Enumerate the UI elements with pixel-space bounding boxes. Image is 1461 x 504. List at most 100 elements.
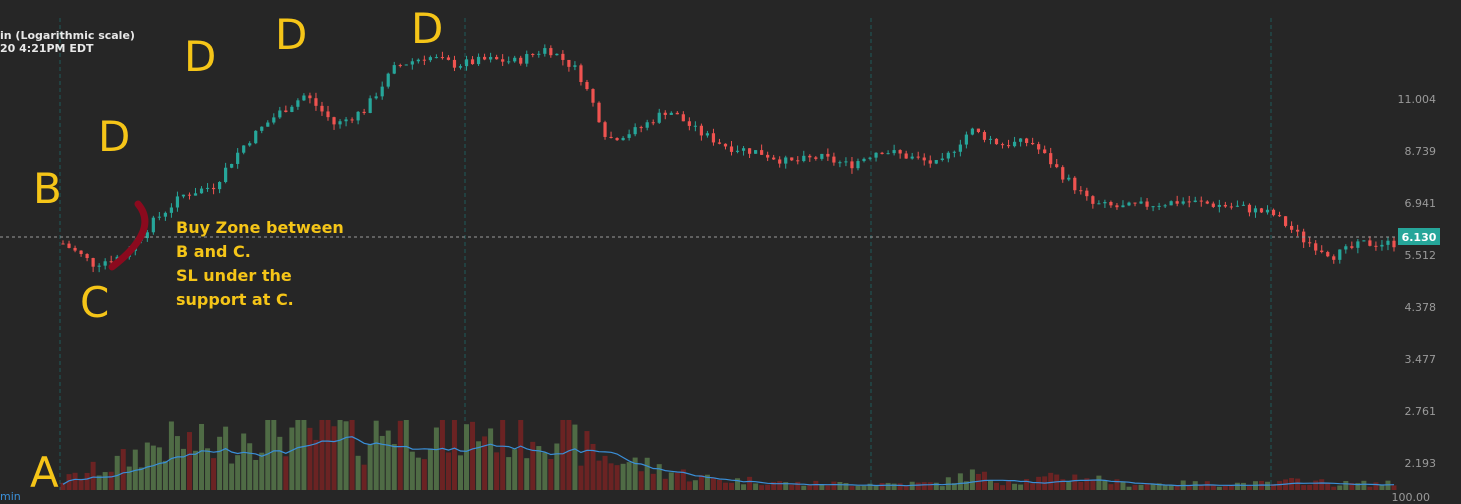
volume-bar	[530, 441, 536, 490]
volume-bar	[186, 432, 192, 490]
volume-bar	[174, 436, 180, 490]
candle-body	[549, 48, 553, 56]
volume-bar	[108, 471, 114, 490]
candle-body	[1163, 205, 1167, 207]
volume-bar	[307, 427, 313, 490]
volume-bar	[500, 420, 506, 490]
candle-body	[591, 89, 595, 103]
volume-bar	[482, 436, 488, 490]
volume-bar	[1307, 484, 1313, 490]
volume-bar	[566, 420, 572, 490]
volume-bar	[445, 452, 451, 490]
volume-bar	[1337, 485, 1343, 490]
volume-bar	[1198, 484, 1204, 490]
candle-body	[1000, 144, 1005, 146]
candle-body	[1031, 142, 1035, 145]
volume-bar	[1132, 484, 1138, 490]
candle-body	[151, 217, 155, 233]
volume-bar	[199, 423, 205, 490]
volume-bar	[987, 479, 993, 490]
candle-body	[639, 127, 643, 129]
candle-body	[187, 194, 192, 196]
volume-bar	[283, 456, 289, 490]
candle-body	[1127, 202, 1131, 206]
candle-body	[808, 155, 812, 158]
volume-bar	[1222, 485, 1228, 490]
volume-bar	[60, 482, 66, 490]
candle-body	[1265, 209, 1270, 213]
candle-body	[657, 112, 661, 123]
candle-body	[669, 112, 673, 115]
volume-bar	[1126, 486, 1132, 490]
volume-bar	[66, 474, 72, 490]
candle-body	[434, 57, 439, 59]
volume-bar	[1379, 485, 1385, 490]
volume-bar	[1108, 484, 1114, 490]
volume-bar	[1246, 486, 1252, 490]
volume-bar	[433, 427, 439, 490]
volume-bar	[397, 420, 403, 490]
candle-body	[1290, 225, 1294, 230]
last-price-value: 6.130	[1402, 231, 1437, 244]
candle-body	[175, 196, 180, 208]
volume-bar	[572, 424, 578, 490]
volume-bar	[524, 458, 530, 490]
volume-bar	[783, 482, 789, 490]
volume-bar	[518, 420, 524, 490]
candle-body	[440, 57, 445, 59]
volume-bar	[247, 443, 253, 490]
volume-bar	[319, 420, 325, 490]
volume-indicator-label: min	[0, 490, 21, 503]
candle-body	[495, 56, 499, 60]
volume-bar	[771, 482, 777, 490]
candle-body	[874, 152, 878, 158]
candle-body	[922, 157, 926, 161]
volume-bar	[933, 482, 939, 490]
volume-bar	[903, 486, 909, 490]
volume-bar	[1048, 472, 1054, 490]
volume-bar	[120, 449, 126, 490]
volume-bar	[1168, 485, 1174, 490]
candle-body	[832, 156, 836, 163]
volume-bar	[1162, 485, 1168, 490]
volume-bar	[759, 485, 765, 490]
candle-body	[934, 160, 938, 164]
volume-bar	[560, 420, 566, 490]
candle-body	[356, 111, 360, 121]
candle-body	[952, 151, 956, 153]
volume-bar	[837, 481, 843, 490]
volume-bar	[451, 420, 457, 490]
volume-bar	[554, 443, 560, 490]
volume-bar	[1018, 484, 1024, 490]
candle-body	[1277, 215, 1282, 217]
candle-body	[693, 125, 697, 127]
candle-body	[266, 122, 270, 127]
candle-body	[910, 156, 914, 159]
candle-body	[621, 137, 625, 141]
candle-body	[350, 119, 354, 121]
candle-body	[615, 138, 619, 141]
candle-body	[1049, 153, 1053, 165]
candle-body	[290, 106, 294, 113]
candle-body	[169, 207, 174, 213]
candle-body	[422, 59, 426, 61]
candle-body	[1211, 203, 1215, 207]
volume-bar	[403, 420, 409, 490]
volume-bar	[180, 448, 186, 490]
volume-bar	[1240, 482, 1246, 490]
candle-body	[1380, 244, 1384, 247]
annotation-c: C	[80, 278, 110, 327]
volume-bar	[963, 481, 969, 490]
candle-body	[211, 187, 216, 190]
candle-body	[489, 56, 493, 60]
annotation-d1: D	[98, 112, 131, 161]
volume-bar	[927, 482, 933, 490]
volume-bar	[668, 472, 674, 490]
candle-body	[1344, 246, 1348, 250]
candle-body	[627, 134, 631, 138]
volume-bar	[476, 441, 482, 490]
volume-bar	[1355, 483, 1361, 490]
volume-bar	[656, 464, 662, 490]
candle-body	[717, 142, 722, 144]
